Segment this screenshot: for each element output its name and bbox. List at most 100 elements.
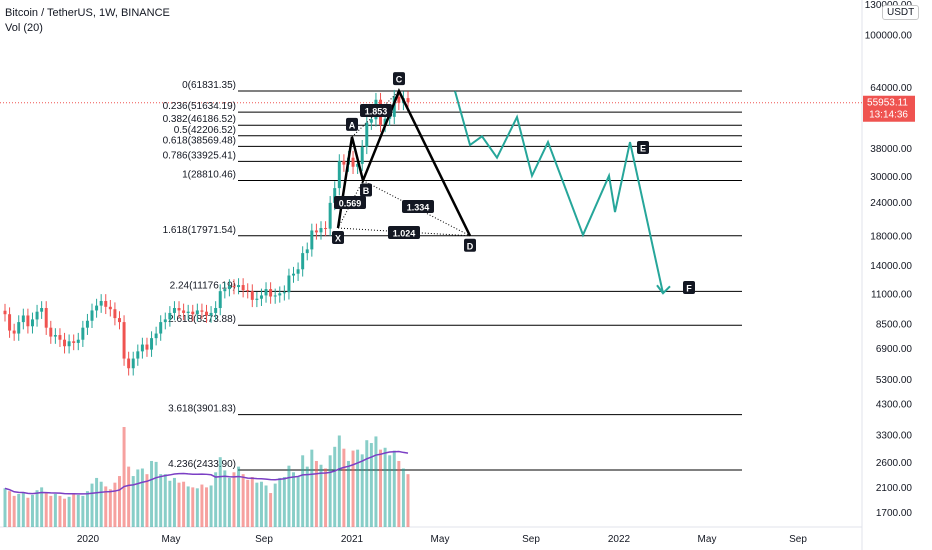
candle bbox=[81, 327, 85, 340]
candle bbox=[76, 339, 80, 343]
candle bbox=[205, 311, 208, 316]
volume-bar bbox=[282, 477, 286, 527]
pattern-point-badge bbox=[332, 231, 344, 245]
candle bbox=[163, 319, 167, 323]
volume-bar bbox=[397, 460, 401, 527]
x-tick-label: May bbox=[162, 534, 181, 545]
candle bbox=[113, 309, 117, 319]
volume-bar bbox=[406, 474, 410, 527]
volume-bar bbox=[140, 468, 144, 527]
candle bbox=[232, 286, 236, 288]
candle bbox=[21, 315, 25, 323]
volume-bar bbox=[118, 476, 121, 527]
fib-level-label: 2.24(11176.19) bbox=[170, 280, 236, 291]
volume-bar bbox=[205, 487, 208, 527]
volume-bar bbox=[12, 495, 16, 527]
candle bbox=[136, 351, 140, 359]
volume-bar bbox=[17, 493, 21, 527]
volume-bar bbox=[250, 477, 254, 527]
volume-group bbox=[3, 427, 410, 527]
fib-level-label: 0.382(46186.52) bbox=[163, 114, 236, 125]
fib-level-label: 0(61831.35) bbox=[182, 80, 236, 91]
candle bbox=[241, 285, 245, 291]
volume-bar bbox=[104, 486, 108, 527]
candle bbox=[177, 308, 181, 311]
candle bbox=[227, 286, 231, 290]
candle bbox=[191, 311, 195, 315]
volume-bar bbox=[168, 480, 172, 527]
candle bbox=[122, 322, 126, 359]
candle bbox=[342, 161, 346, 165]
volume-bar bbox=[269, 493, 273, 527]
x-tick-label: 2020 bbox=[77, 534, 100, 545]
volume-bar bbox=[264, 485, 268, 527]
candle bbox=[108, 306, 112, 310]
x-tick-label: Sep bbox=[255, 534, 273, 545]
volume-bar bbox=[241, 474, 245, 527]
candle bbox=[259, 295, 263, 299]
currency-selector[interactable]: USDT bbox=[882, 5, 920, 20]
volume-bar bbox=[278, 477, 282, 527]
volume-bar bbox=[227, 477, 231, 527]
candle bbox=[12, 330, 16, 334]
volume-bar bbox=[186, 486, 190, 527]
candle bbox=[40, 308, 44, 312]
candle bbox=[182, 310, 186, 313]
candle bbox=[26, 315, 30, 327]
volume-bar bbox=[296, 476, 300, 527]
x-tick-label: 2021 bbox=[341, 534, 364, 545]
candle bbox=[131, 358, 135, 369]
fib-level-label: 2.618(8373.88) bbox=[168, 314, 236, 325]
volume-bar bbox=[392, 450, 396, 527]
symbol-title[interactable]: Bitcoin / TetherUS, 1W, BINANCE bbox=[5, 7, 170, 19]
volume-bar bbox=[351, 450, 355, 527]
candle bbox=[356, 163, 360, 167]
pattern-point-label: B bbox=[363, 186, 370, 196]
candle bbox=[195, 310, 199, 315]
bar-countdown: 13:14:36 bbox=[869, 110, 908, 121]
x-tick-label: Sep bbox=[789, 534, 807, 545]
y-tick-label: 24000.00 bbox=[870, 198, 912, 209]
volume-bar bbox=[310, 449, 314, 527]
candle bbox=[333, 188, 337, 203]
candle bbox=[90, 310, 94, 321]
candle bbox=[72, 341, 76, 343]
volume-bar bbox=[3, 488, 7, 527]
candle bbox=[351, 157, 355, 167]
volume-bar bbox=[177, 482, 181, 527]
volume-bar bbox=[35, 490, 39, 527]
fib-level-label: 3.618(3901.83) bbox=[168, 404, 236, 415]
fib-level-label: 0.236(51634.19) bbox=[163, 101, 236, 112]
volume-bar bbox=[99, 481, 103, 527]
volume-bar bbox=[301, 455, 305, 527]
ratio-label: 0.569 bbox=[339, 199, 362, 209]
volume-bar bbox=[342, 448, 346, 527]
candle bbox=[319, 228, 323, 233]
fib-level-label: 1.618(17971.54) bbox=[163, 225, 236, 236]
candle bbox=[159, 322, 163, 334]
fib-level-label: 1(28810.46) bbox=[182, 169, 236, 180]
volume-bar bbox=[365, 440, 369, 527]
candle bbox=[58, 335, 62, 340]
candle bbox=[360, 146, 364, 164]
y-tick-label: 18000.00 bbox=[870, 232, 912, 243]
volume-bar bbox=[113, 482, 117, 527]
candle bbox=[172, 308, 176, 313]
volume-bar bbox=[200, 484, 204, 527]
volume-indicator-label[interactable]: Vol (20) bbox=[5, 22, 43, 34]
ratio-badge bbox=[388, 226, 420, 239]
candle bbox=[337, 161, 341, 189]
pattern-point-badge bbox=[346, 117, 358, 131]
ratio-badge bbox=[402, 200, 434, 213]
volume-bar bbox=[232, 472, 236, 527]
pattern-point-label: X bbox=[335, 234, 341, 244]
candle bbox=[209, 312, 213, 316]
volume-bar bbox=[223, 470, 227, 527]
candle bbox=[292, 273, 295, 276]
fib-level-label: 0.5(42206.52) bbox=[174, 125, 236, 136]
volume-bar bbox=[122, 427, 126, 527]
volume-bar bbox=[131, 476, 135, 527]
candle bbox=[406, 98, 410, 103]
volume-bar bbox=[154, 461, 158, 527]
